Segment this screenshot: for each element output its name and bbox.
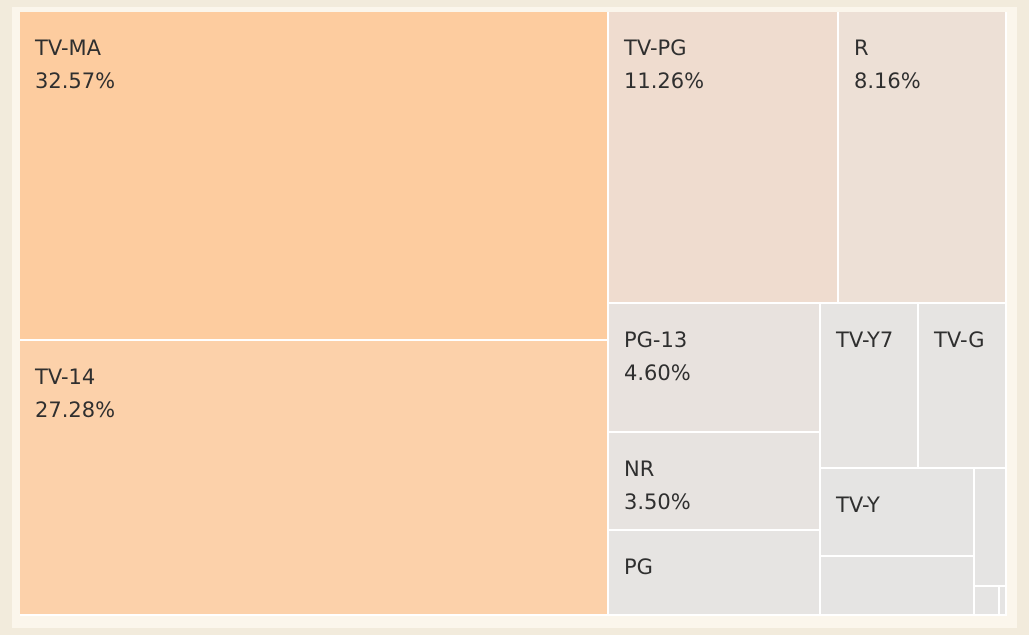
tile-label: TV-PG — [624, 36, 687, 60]
tile-percent: 32.57% — [35, 69, 116, 93]
treemap: TV-MA 32.57% TV-14 27.28% TV-PG 11.26% R 8.16% P… — [20, 12, 1007, 616]
treemap-tile-other-2[interactable] — [975, 469, 1007, 587]
tile-percent: 27.28% — [35, 398, 116, 422]
tile-label-group: TV-14 27.28% — [35, 361, 115, 427]
treemap-tile-pg[interactable]: PG — [609, 531, 821, 616]
tile-label-group: PG — [624, 551, 653, 584]
treemap-tile-tv-y[interactable]: TV-Y — [821, 469, 975, 557]
treemap-tile-tv-g[interactable]: TV-G — [919, 304, 1007, 469]
tile-label-group: TV-Y7 — [836, 324, 893, 357]
treemap-tile-other-4[interactable] — [1000, 587, 1007, 616]
tile-label: TV-Y7 — [836, 328, 894, 352]
tile-label-group: PG-13 4.60% — [624, 324, 691, 390]
tile-label: TV-Y — [836, 493, 880, 517]
tile-percent: 4.60% — [624, 361, 691, 385]
tile-label-group: R 8.16% — [854, 32, 921, 98]
treemap-tile-other-1[interactable] — [821, 557, 975, 616]
tile-label-group: TV-Y — [836, 489, 880, 522]
tile-label: NR — [624, 457, 655, 481]
treemap-tile-other-3[interactable] — [975, 587, 1000, 616]
treemap-tile-r[interactable]: R 8.16% — [839, 12, 1007, 304]
treemap-tile-pg-13[interactable]: PG-13 4.60% — [609, 304, 821, 433]
tile-label: PG-13 — [624, 328, 688, 352]
treemap-tile-tv-y7[interactable]: TV-Y7 — [821, 304, 919, 469]
tile-label-group: TV-MA 32.57% — [35, 32, 115, 98]
tile-label: TV-MA — [35, 36, 102, 60]
tile-percent: 8.16% — [854, 69, 921, 93]
tile-label: TV-G — [934, 328, 985, 352]
tile-label: TV-14 — [35, 365, 96, 389]
treemap-tile-nr[interactable]: NR 3.50% — [609, 433, 821, 531]
treemap-tile-tv-ma[interactable]: TV-MA 32.57% — [20, 12, 609, 341]
tile-percent: 3.50% — [624, 490, 691, 514]
tile-label-group: NR 3.50% — [624, 453, 691, 519]
tile-label: R — [854, 36, 869, 60]
treemap-tile-tv-14[interactable]: TV-14 27.28% — [20, 341, 609, 616]
treemap-tile-tv-pg[interactable]: TV-PG 11.26% — [609, 12, 839, 304]
tile-label: PG — [624, 555, 653, 579]
tile-label-group: TV-G — [934, 324, 985, 357]
chart-frame: TV-MA 32.57% TV-14 27.28% TV-PG 11.26% R 8.16% P… — [12, 7, 1017, 628]
tile-label-group: TV-PG 11.26% — [624, 32, 704, 98]
tile-percent: 11.26% — [624, 69, 705, 93]
